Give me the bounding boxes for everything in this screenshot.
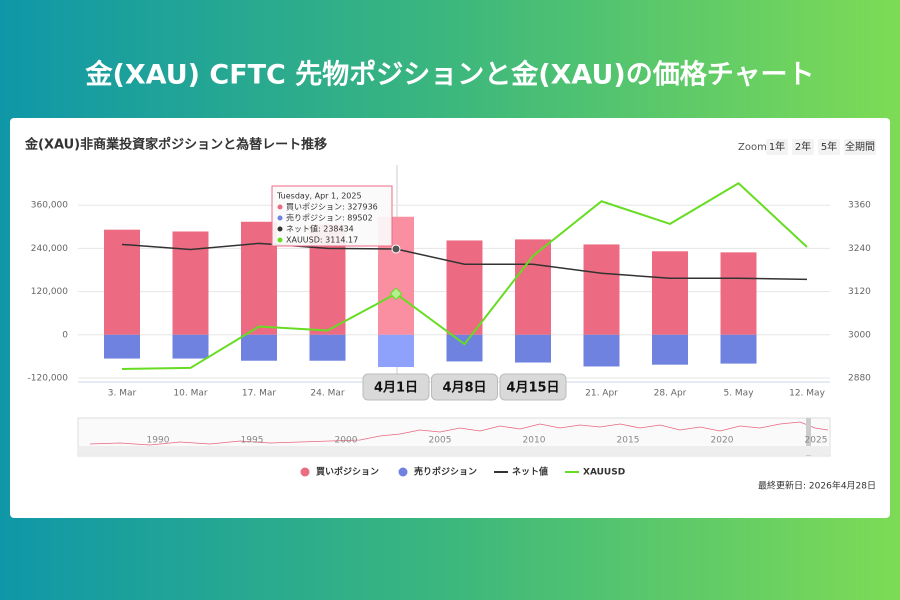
bar — [309, 334, 346, 361]
zoom-button[interactable] — [766, 139, 788, 155]
navigator-label: 2005 — [429, 436, 452, 446]
legend-symbol[interactable] — [398, 467, 408, 477]
chart-title: 金(XAU)非商業投資家ポジションと為替レート推移 — [24, 137, 327, 153]
legend-label[interactable]: 買いポジション — [316, 466, 379, 478]
bar — [104, 334, 140, 359]
navigator-line — [89, 421, 829, 446]
y2-tick-label: 3120 — [848, 287, 871, 297]
navigator-label: 1995 — [241, 436, 264, 446]
annotation: 4月8日 — [442, 381, 486, 396]
navigator-label: 2010 — [523, 436, 546, 446]
footer: 最終更新日: 2026年4月28日 — [758, 480, 876, 492]
tooltip-row: ネット値: 238434 — [286, 224, 354, 234]
y2-tick-label: 2880 — [848, 374, 871, 384]
annotation-box — [431, 373, 498, 401]
x-tick-label: 12. May — [789, 389, 825, 399]
tooltip-dot — [277, 204, 283, 210]
bar — [241, 334, 277, 361]
annotation-box — [362, 373, 430, 401]
line — [121, 181, 808, 370]
tooltip-row: XAUUSD: 3114.17 — [286, 236, 358, 245]
tooltip-dot — [277, 215, 283, 221]
y2-tick-label: 3240 — [848, 244, 871, 254]
annotation-box — [499, 373, 567, 401]
banner-title: 金(XAU) CFTC 先物ポジションと金(XAU)の価格チャート — [85, 59, 815, 91]
navigator-label: 2000 — [335, 436, 358, 446]
zoom-label: Zoom — [738, 142, 767, 153]
bar — [515, 239, 551, 335]
bar — [720, 334, 757, 364]
y-tick-label: -120,000 — [28, 374, 69, 384]
bar — [446, 240, 483, 335]
x-tick-label: 5. May — [723, 389, 754, 399]
navigator-label: 2025 — [805, 436, 828, 446]
bar — [583, 334, 620, 367]
bar — [720, 252, 757, 335]
x-tick-label: 3. Mar — [108, 389, 137, 399]
annotation: 4月15日 — [506, 381, 559, 396]
zoom-button[interactable] — [844, 139, 876, 155]
navigator-label: 1990 — [147, 436, 170, 446]
scrollbar[interactable] — [78, 446, 830, 455]
bar — [446, 334, 483, 362]
tooltip-row: 買いポジション: 327936 — [286, 203, 378, 212]
y-tick-label: 0 — [62, 330, 68, 340]
tooltip-dot — [277, 237, 283, 243]
hover-marker — [391, 244, 401, 254]
navigator-label: 2020 — [711, 436, 734, 446]
y2-tick-label: 3000 — [848, 330, 871, 340]
zoom-button-label[interactable]: 1年 — [769, 140, 785, 153]
x-tick-label: 21. Apr — [585, 389, 618, 399]
y2-tick-label: 3360 — [848, 201, 871, 211]
zoom-button-label[interactable]: 5年 — [821, 140, 837, 153]
navigator-handle[interactable] — [806, 418, 811, 456]
x-tick-label: 28. Apr — [654, 389, 687, 399]
bar — [172, 231, 209, 335]
legend-symbol[interactable] — [300, 467, 310, 477]
zoom-button-label[interactable]: 全期間 — [845, 140, 875, 153]
y-tick-label: 240,000 — [31, 244, 68, 254]
bar — [172, 334, 209, 359]
x-tick-label: 17. Mar — [242, 389, 276, 399]
bar — [104, 229, 140, 335]
annotation: 4月1日 — [374, 381, 418, 396]
x-tick-label: 24. Mar — [310, 389, 344, 399]
y-tick-label: 120,000 — [31, 287, 68, 297]
bar — [583, 244, 620, 335]
tooltip-row: 売りポジション: 89502 — [286, 213, 373, 223]
bar — [515, 334, 551, 363]
legend-label[interactable]: ネット値 — [512, 466, 548, 478]
x-tick-label: 10. Mar — [173, 389, 207, 399]
zoom-button[interactable] — [792, 139, 814, 155]
zoom-button[interactable] — [818, 139, 840, 155]
legend-label[interactable]: 売りポジション — [414, 466, 477, 478]
bar — [241, 221, 277, 335]
navigator-label: 2015 — [617, 436, 640, 446]
zoom-button-label[interactable]: 2年 — [795, 140, 811, 153]
tooltip-dot — [277, 226, 283, 232]
bar — [652, 251, 688, 335]
tooltip-title: Tuesday, Apr 1, 2025 — [276, 192, 362, 201]
bar — [378, 334, 414, 368]
bar — [652, 334, 688, 365]
hover-marker — [389, 287, 403, 301]
line — [121, 242, 808, 281]
tooltip-box — [271, 185, 393, 247]
y-tick-label: 360,000 — [31, 201, 68, 211]
legend-label[interactable]: XAUUSD — [583, 468, 625, 478]
